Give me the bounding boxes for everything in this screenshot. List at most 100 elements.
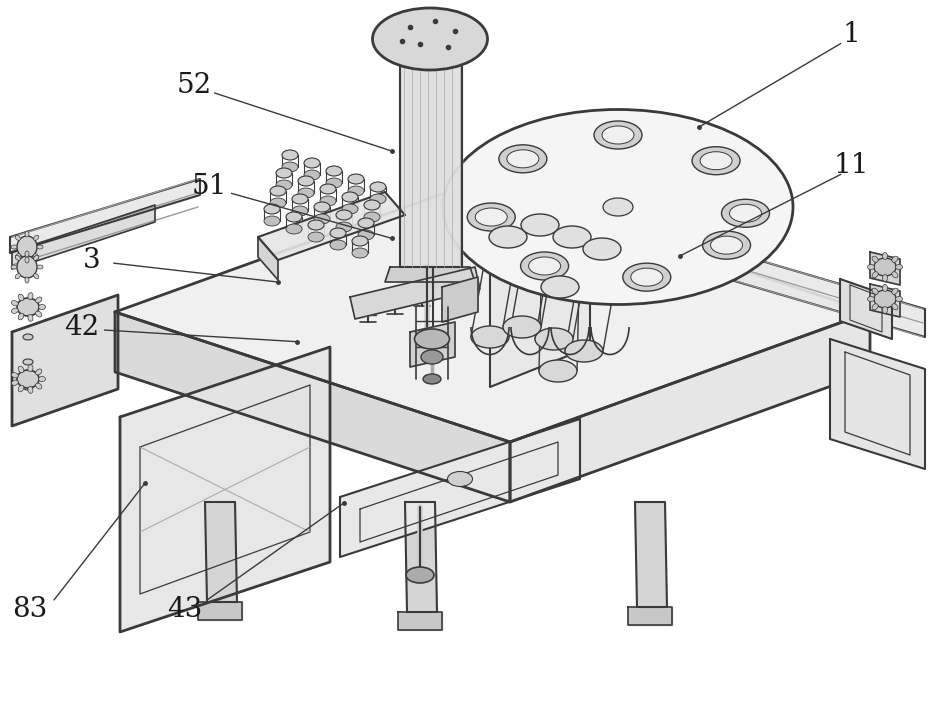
Ellipse shape (529, 257, 560, 275)
Ellipse shape (872, 304, 878, 310)
Polygon shape (830, 339, 925, 469)
Ellipse shape (28, 314, 33, 321)
Text: 1: 1 (842, 21, 861, 49)
Ellipse shape (364, 200, 380, 210)
Ellipse shape (503, 316, 541, 338)
Ellipse shape (721, 199, 770, 228)
Ellipse shape (702, 231, 751, 259)
Ellipse shape (34, 236, 38, 241)
Ellipse shape (541, 276, 579, 298)
Ellipse shape (11, 380, 19, 385)
Ellipse shape (11, 245, 17, 249)
Ellipse shape (19, 313, 23, 320)
Ellipse shape (34, 254, 38, 259)
Ellipse shape (15, 273, 21, 278)
Ellipse shape (336, 222, 352, 232)
Polygon shape (385, 267, 475, 282)
Ellipse shape (35, 297, 42, 303)
Ellipse shape (336, 210, 352, 220)
Ellipse shape (489, 226, 527, 248)
Polygon shape (405, 502, 437, 612)
Ellipse shape (443, 110, 793, 305)
Polygon shape (258, 237, 278, 280)
Ellipse shape (25, 277, 29, 283)
Polygon shape (205, 502, 237, 602)
Ellipse shape (28, 365, 33, 371)
Ellipse shape (342, 204, 358, 214)
Ellipse shape (872, 272, 878, 278)
Ellipse shape (370, 194, 386, 204)
Ellipse shape (700, 152, 732, 169)
Ellipse shape (15, 255, 21, 260)
Ellipse shape (264, 216, 280, 226)
Ellipse shape (17, 256, 37, 278)
Ellipse shape (872, 288, 878, 294)
Ellipse shape (364, 212, 380, 222)
Polygon shape (628, 607, 672, 625)
Ellipse shape (28, 293, 33, 300)
Ellipse shape (896, 297, 902, 302)
Ellipse shape (292, 206, 308, 216)
Ellipse shape (270, 186, 286, 196)
Polygon shape (12, 205, 155, 269)
Ellipse shape (320, 184, 336, 194)
Ellipse shape (330, 240, 346, 250)
Ellipse shape (539, 360, 577, 382)
Ellipse shape (326, 166, 342, 176)
Polygon shape (198, 602, 242, 620)
Ellipse shape (25, 257, 29, 263)
Ellipse shape (28, 386, 33, 393)
Ellipse shape (308, 232, 324, 242)
Ellipse shape (447, 472, 473, 486)
Ellipse shape (304, 158, 320, 168)
Ellipse shape (352, 236, 368, 246)
Polygon shape (870, 284, 900, 317)
Ellipse shape (19, 294, 23, 301)
Ellipse shape (583, 238, 621, 260)
Ellipse shape (330, 228, 346, 238)
Ellipse shape (35, 369, 42, 375)
Ellipse shape (37, 265, 43, 269)
Ellipse shape (892, 256, 898, 262)
Ellipse shape (507, 150, 539, 168)
Ellipse shape (282, 150, 298, 160)
Ellipse shape (276, 168, 292, 178)
Polygon shape (870, 252, 900, 285)
Ellipse shape (276, 180, 292, 190)
Polygon shape (680, 237, 925, 337)
Ellipse shape (308, 220, 324, 230)
Text: 11: 11 (834, 152, 870, 180)
Ellipse shape (358, 218, 374, 228)
Ellipse shape (358, 230, 374, 240)
Ellipse shape (594, 121, 642, 149)
Ellipse shape (535, 328, 573, 350)
Ellipse shape (348, 186, 364, 196)
Ellipse shape (868, 297, 874, 302)
Ellipse shape (475, 208, 507, 226)
Polygon shape (410, 322, 455, 367)
Ellipse shape (35, 383, 42, 389)
Ellipse shape (23, 334, 33, 340)
Ellipse shape (23, 309, 33, 315)
Ellipse shape (406, 567, 434, 583)
Ellipse shape (883, 275, 887, 281)
Polygon shape (400, 47, 462, 267)
Ellipse shape (17, 236, 37, 258)
Polygon shape (115, 312, 510, 502)
Ellipse shape (711, 236, 743, 254)
Ellipse shape (868, 265, 874, 270)
Ellipse shape (883, 252, 887, 260)
Ellipse shape (19, 385, 23, 392)
Ellipse shape (38, 377, 46, 382)
Ellipse shape (286, 212, 302, 222)
Ellipse shape (314, 202, 330, 212)
Ellipse shape (38, 305, 46, 310)
Polygon shape (120, 347, 330, 632)
Polygon shape (258, 192, 405, 260)
Text: 42: 42 (64, 313, 100, 341)
Ellipse shape (892, 288, 898, 294)
Ellipse shape (520, 252, 569, 280)
Ellipse shape (623, 263, 671, 291)
Ellipse shape (298, 188, 314, 198)
Ellipse shape (304, 170, 320, 180)
